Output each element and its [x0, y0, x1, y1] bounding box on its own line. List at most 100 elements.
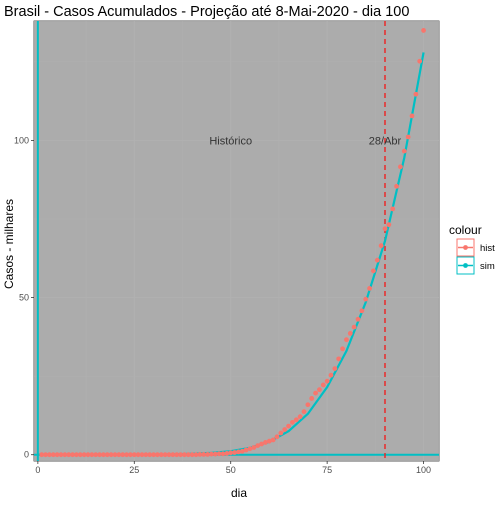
data-point-hist: [66, 452, 72, 458]
data-point-hist: [158, 452, 164, 458]
data-point-hist: [359, 308, 365, 314]
data-point-hist: [224, 451, 230, 456]
data-series: [37, 28, 426, 458]
data-point-hist: [305, 402, 311, 408]
data-point-hist: [270, 437, 276, 443]
data-point-hist: [228, 450, 234, 456]
data-point-hist: [363, 296, 369, 302]
data-point-hist: [398, 164, 403, 170]
data-point-hist: [371, 268, 376, 274]
data-point-hist: [116, 452, 122, 458]
axes: 0 25 50 75 100 0 50 100: [14, 135, 431, 475]
data-point-hist: [290, 419, 295, 425]
data-point-hist: [89, 452, 95, 458]
data-point-hist: [151, 452, 156, 458]
data-point-hist: [93, 452, 99, 458]
data-point-hist: [340, 346, 345, 352]
data-point-hist: [170, 452, 176, 458]
data-point-hist: [85, 452, 91, 458]
data-point-hist: [131, 452, 137, 458]
data-point-hist: [108, 452, 114, 458]
annotations: Histórico 28/Abr: [209, 135, 401, 147]
y-tick-label: 100: [14, 135, 29, 145]
data-point-hist: [201, 452, 207, 457]
data-point-hist: [70, 452, 75, 458]
x-tick-label: 0: [35, 465, 40, 475]
y-tick-label: 50: [19, 293, 29, 303]
data-point-hist: [77, 452, 83, 458]
data-point-hist: [401, 148, 407, 154]
data-point-hist: [139, 452, 145, 458]
legend-entry-sim: sim: [456, 256, 495, 275]
data-point-hist: [282, 427, 288, 432]
data-point-hist: [197, 452, 203, 457]
data-point-hist: [421, 28, 426, 33]
data-point-hist: [328, 372, 334, 378]
data-point-hist: [378, 243, 384, 249]
data-point-hist: [39, 452, 45, 458]
x-tick-label: 25: [129, 465, 139, 475]
data-point-hist: [317, 387, 322, 393]
data-point-hist: [417, 58, 423, 64]
data-point-hist: [278, 430, 284, 436]
data-point-hist: [301, 409, 307, 415]
data-point-hist: [382, 226, 388, 232]
data-point-hist: [347, 331, 353, 336]
data-point-hist: [259, 441, 264, 447]
data-point-hist: [247, 446, 253, 452]
data-point-hist: [120, 452, 126, 458]
data-point-hist: [147, 452, 153, 458]
data-point-hist: [336, 356, 342, 362]
legend-dot-hist: [463, 245, 468, 250]
data-point-hist: [405, 134, 411, 140]
legend-dot-sim: [463, 263, 468, 268]
x-axis-label: dia: [231, 486, 247, 500]
data-point-hist: [178, 452, 183, 458]
grid-lines: [34, 21, 439, 461]
data-point-hist: [47, 452, 52, 458]
data-point-hist: [286, 423, 291, 429]
plot-panel-fill: [34, 21, 439, 461]
data-point-hist: [81, 452, 87, 458]
data-point-hist: [309, 396, 315, 401]
data-point-hist: [266, 438, 272, 444]
data-point-hist: [263, 440, 268, 445]
legend: colour hist sim: [449, 223, 495, 275]
data-point-hist: [236, 449, 241, 455]
data-point-hist: [332, 366, 338, 371]
data-point-hist: [390, 206, 396, 212]
legend-label-sim: sim: [480, 261, 495, 272]
data-point-hist: [54, 452, 60, 458]
data-point-hist: [112, 452, 118, 458]
data-point-hist: [274, 434, 280, 440]
legend-title: colour: [449, 223, 482, 237]
data-point-hist: [313, 390, 318, 396]
data-point-hist: [205, 452, 210, 457]
x-tick-label: 100: [416, 465, 431, 475]
data-point-hist: [212, 451, 218, 457]
data-point-hist: [351, 324, 357, 330]
data-point-hist: [367, 286, 372, 291]
legend-entry-hist: hist: [456, 238, 495, 257]
data-point-hist: [409, 113, 415, 119]
data-point-hist: [124, 452, 129, 458]
data-point-hist: [386, 222, 392, 228]
data-point-hist: [324, 378, 330, 384]
data-point-hist: [185, 452, 191, 458]
data-point-hist: [355, 316, 361, 322]
data-point-hist: [58, 452, 64, 458]
data-point-hist: [255, 443, 261, 448]
data-point-hist: [162, 452, 168, 458]
data-point-hist: [293, 417, 299, 423]
y-axis-label: Casos - milhares: [2, 199, 16, 289]
data-point-hist: [297, 414, 303, 420]
data-point-hist: [74, 452, 79, 458]
data-point-hist: [174, 452, 180, 458]
y-tick-label: 0: [24, 450, 29, 460]
data-point-hist: [394, 183, 399, 189]
data-point-hist: [135, 452, 141, 458]
data-point-hist: [344, 337, 349, 343]
data-point-hist: [216, 451, 222, 457]
